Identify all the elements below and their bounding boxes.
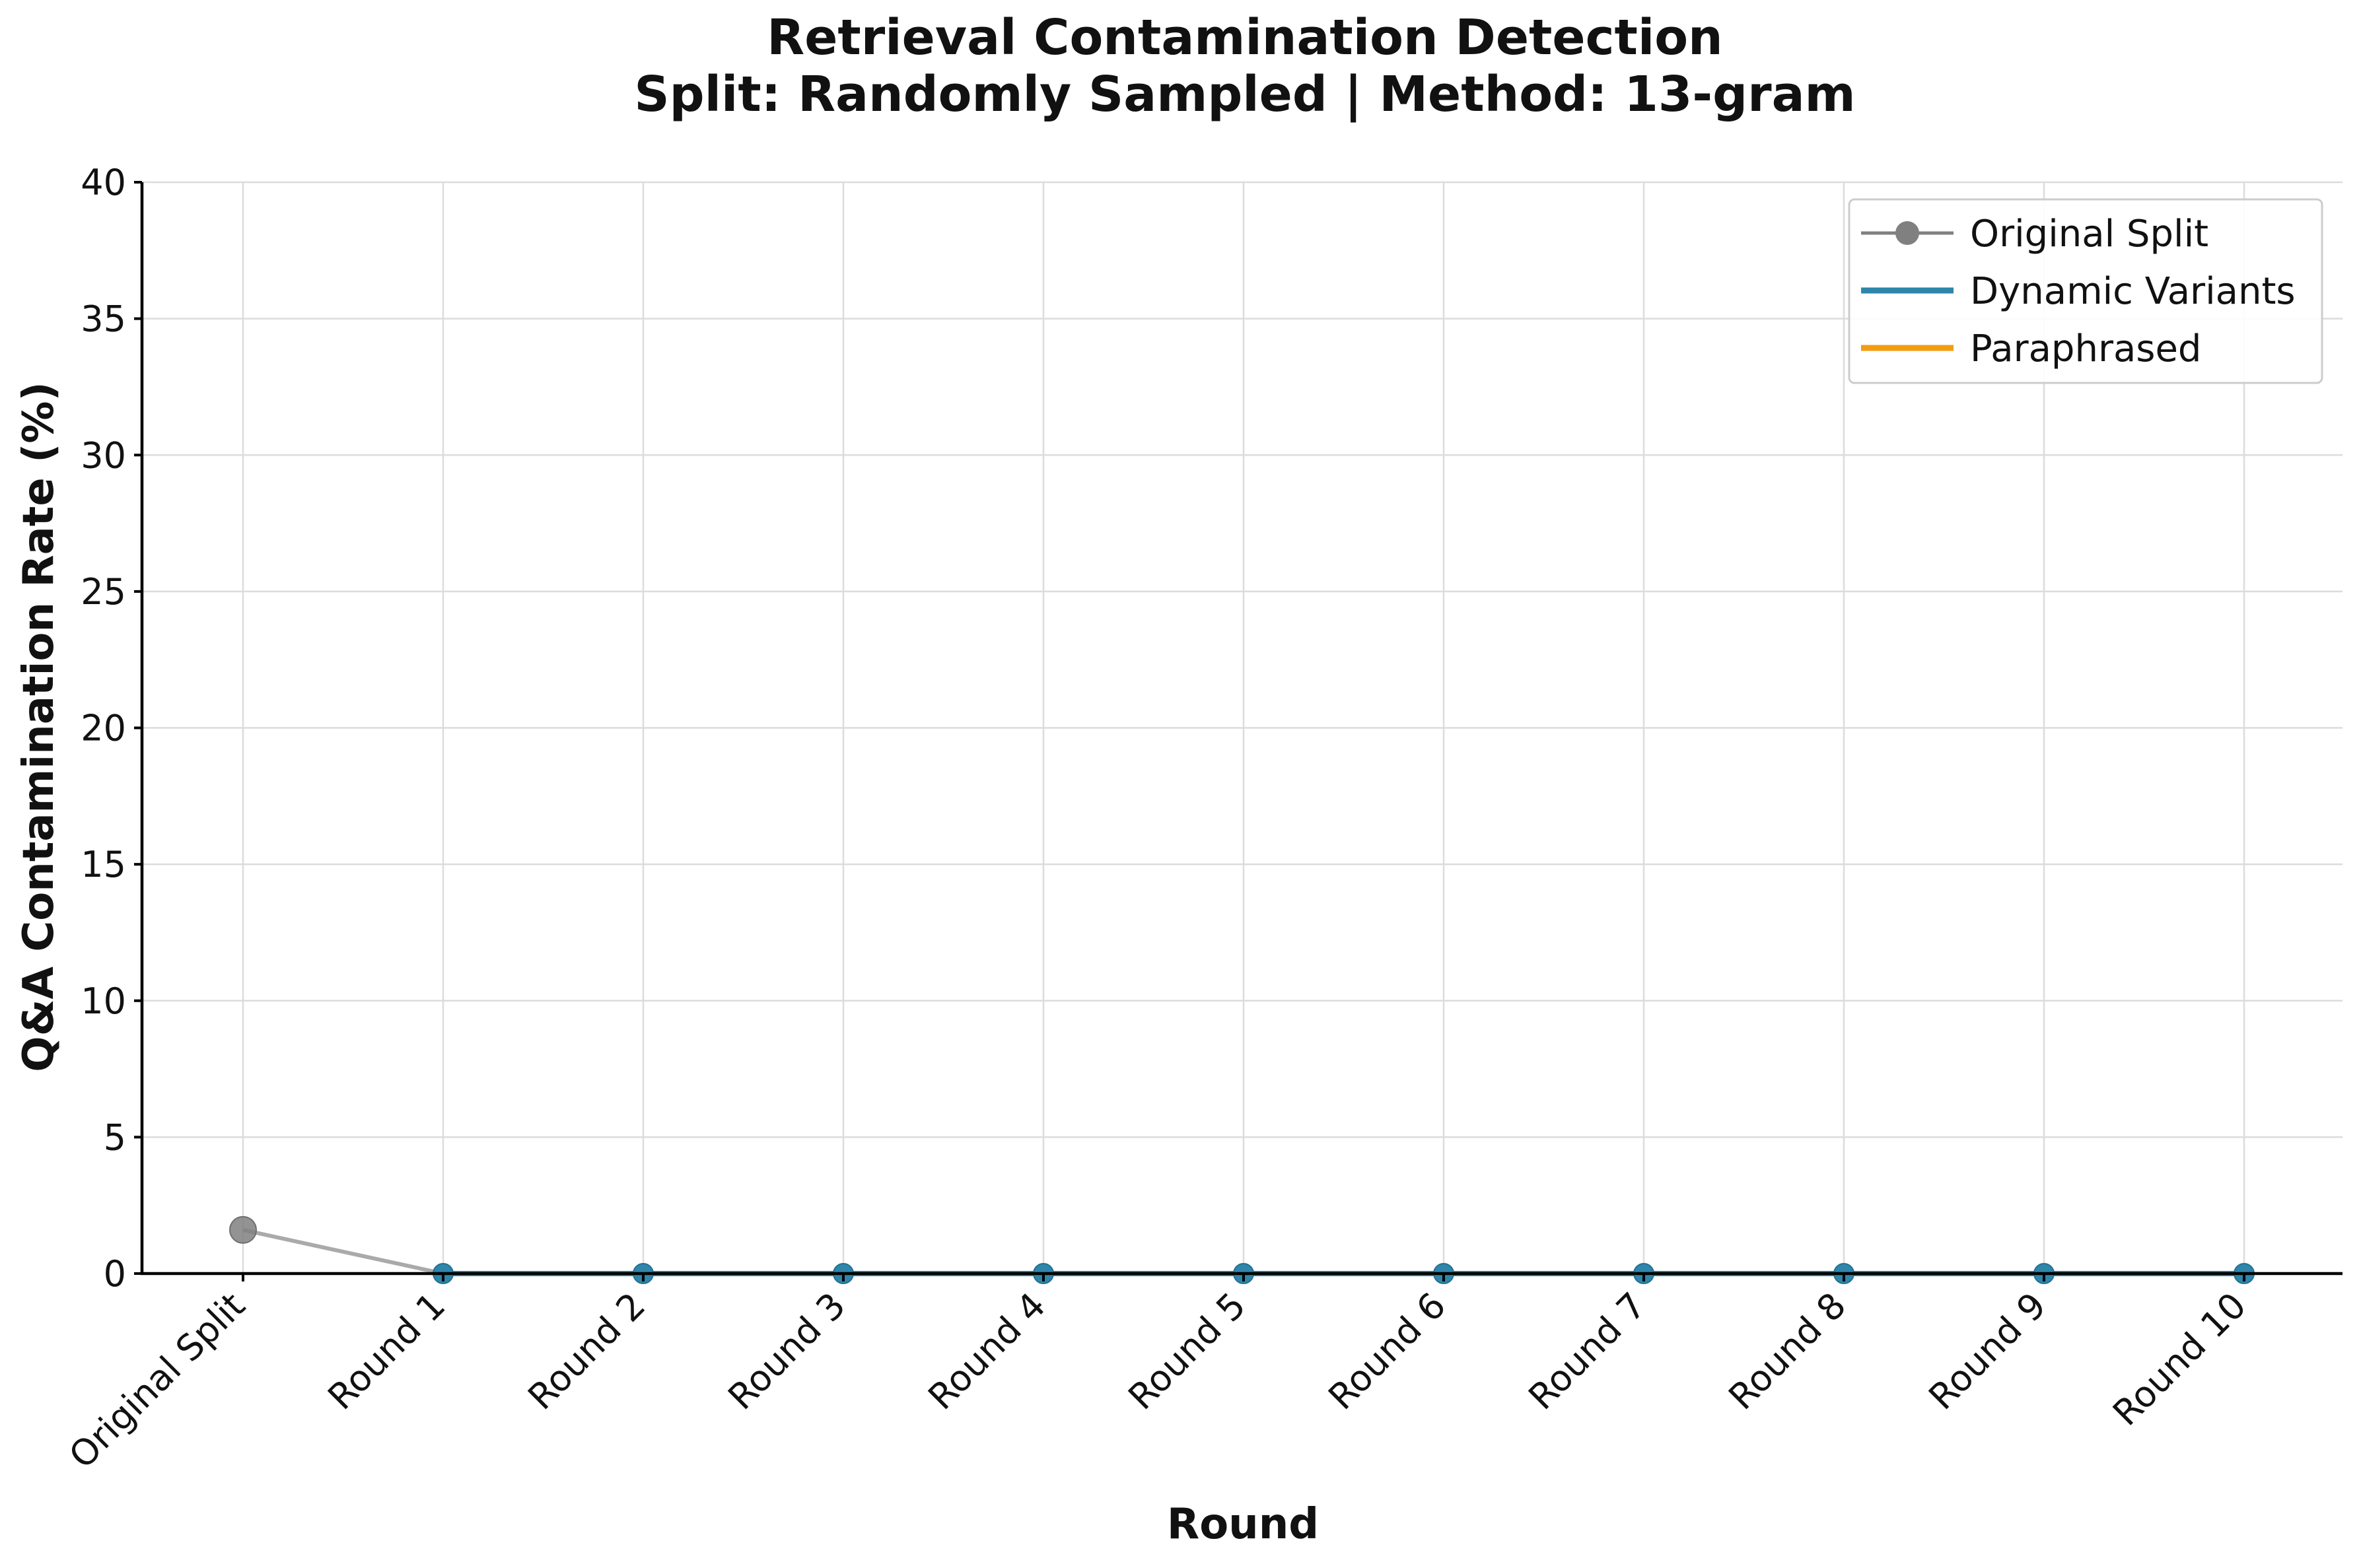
original-split-point: [229, 1215, 257, 1244]
x-tick-label: Round 2: [520, 1285, 653, 1418]
original-split-line: [242, 1227, 444, 1276]
grid: [142, 181, 2343, 1275]
axes: [134, 181, 2343, 1281]
y-tick-label: 0: [104, 1253, 126, 1295]
y-tick-label: 15: [81, 844, 126, 885]
y-tick-label: 20: [81, 708, 126, 749]
x-tick-label: Round 6: [1320, 1285, 1454, 1418]
y-tick-label: 10: [81, 980, 126, 1022]
legend-label-dynamic-variants: Dynamic Variants: [1970, 270, 2296, 313]
legend-label-paraphrased: Paraphrased: [1970, 327, 2201, 370]
legend-marker-original-split: [1895, 221, 1919, 245]
y-tick-label: 25: [81, 571, 126, 613]
y-axis-title: Q&A Contamination Rate (%): [15, 382, 63, 1072]
y-tick-label: 5: [104, 1116, 126, 1158]
chart-title: Retrieval Contamination Detection: [767, 9, 1722, 66]
x-tick-label: Original Split: [61, 1285, 253, 1477]
x-tick-label: Round 1: [320, 1285, 453, 1418]
x-tick-label: Round 8: [1720, 1285, 1854, 1418]
chart-subtitle: Split: Randomly Sampled | Method: 13-gra…: [634, 66, 1855, 123]
legend-box: [1848, 198, 2323, 384]
y-tick-label: 30: [81, 434, 126, 476]
y-tick-label: 35: [81, 298, 126, 340]
legend-label-original-split: Original Split: [1970, 213, 2208, 256]
x-tick-label: Round 4: [920, 1285, 1053, 1418]
x-tick-label: Round 7: [1520, 1285, 1654, 1418]
x-tick-label: Round 9: [1921, 1285, 2054, 1418]
chart-title-group: Retrieval Contamination Detection Split:…: [634, 9, 1855, 123]
x-tick-label: Round 3: [720, 1285, 853, 1418]
x-tick-label: Round 5: [1120, 1285, 1253, 1418]
legend: Original Split Dynamic Variants Paraphrase…: [1848, 198, 2323, 384]
x-tick-label: Round 10: [2105, 1285, 2254, 1434]
x-axis-title: Round: [1167, 1500, 1319, 1549]
y-tick-label: 40: [81, 162, 126, 203]
